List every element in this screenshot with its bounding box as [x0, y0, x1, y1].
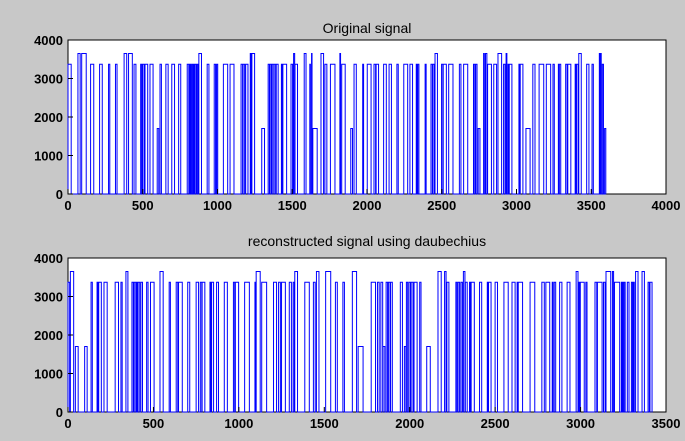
plot-original-signal: Original signal 0 500 1000 1500 2000 2500 3000…	[34, 20, 680, 213]
x-tick-label: 3500	[577, 198, 606, 213]
y-tick-label: 4000	[34, 33, 63, 48]
plot-area	[67, 257, 667, 413]
x-tick-label: 1000	[224, 416, 253, 431]
y-tick-label: 3000	[34, 72, 63, 87]
axis-ticks: 0 500 1000 1500 2000 2500 3000 3500 4000 0 1000 200…	[34, 33, 680, 213]
x-tick-label: 500	[132, 198, 154, 213]
y-tick-label: 1000	[34, 149, 63, 164]
y-tick-label: 2000	[34, 328, 63, 343]
x-tick-label: 1000	[203, 198, 232, 213]
x-tick-label: 2000	[395, 416, 424, 431]
y-tick-label: 0	[56, 405, 63, 420]
x-tick-label: 0	[64, 416, 71, 431]
x-tick-label: 3000	[502, 198, 531, 213]
x-tick-label: 3500	[652, 416, 681, 431]
x-tick-label: 1500	[310, 416, 339, 431]
signal-trace	[67, 270, 653, 413]
y-tick-label: 3000	[34, 290, 63, 305]
plot-reconstructed-signal: reconstructed signal using daubechius 0 5…	[34, 233, 680, 431]
y-tick-label: 1000	[34, 367, 63, 382]
signal-line	[67, 270, 653, 413]
x-tick-label: 1500	[278, 198, 307, 213]
y-tick-label: 4000	[34, 251, 63, 266]
signal-line	[67, 52, 607, 195]
signal-trace	[67, 52, 607, 195]
y-tick-label: 2000	[34, 110, 63, 125]
x-tick-label: 3000	[566, 416, 595, 431]
y-tick-label: 0	[56, 187, 63, 202]
plot-title: reconstructed signal using daubechius	[248, 233, 486, 249]
x-tick-label: 2500	[427, 198, 456, 213]
x-tick-label: 4000	[652, 198, 681, 213]
plot-title: Original signal	[323, 20, 412, 36]
x-tick-label: 2500	[481, 416, 510, 431]
x-tick-label: 2000	[353, 198, 382, 213]
x-tick-label: 0	[64, 198, 71, 213]
axis-ticks: 0 500 1000 1500 2000 2500 3000 3500 0 1000 2000 300…	[34, 251, 680, 431]
x-tick-label: 500	[143, 416, 165, 431]
